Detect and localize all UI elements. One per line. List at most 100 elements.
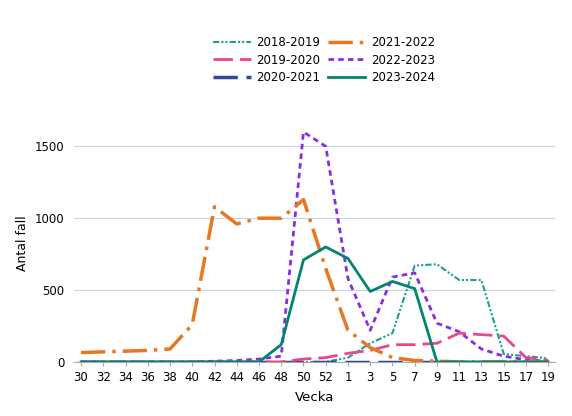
- 2023-2024: [434, 359, 440, 364]
- 2021-2022: [189, 322, 196, 327]
- 2022-2023: [389, 275, 396, 280]
- 2018-2019: [478, 277, 485, 282]
- 2021-2022: [122, 349, 129, 354]
- 2018-2019: [500, 352, 507, 357]
- 2020-2021: [78, 359, 85, 364]
- 2023-2024: [211, 359, 218, 364]
- Legend: 2018-2019, 2019-2020, 2020-2021, 2021-2022, 2022-2023, 2023-2024: 2018-2019, 2019-2020, 2020-2021, 2021-20…: [208, 31, 440, 89]
- 2023-2024: [122, 359, 129, 364]
- 2023-2024: [256, 359, 263, 364]
- 2023-2024: [389, 279, 396, 284]
- 2019-2020: [344, 351, 351, 356]
- 2018-2019: [367, 341, 374, 346]
- 2019-2020: [434, 341, 440, 346]
- 2022-2023: [456, 329, 463, 334]
- 2018-2019: [545, 356, 551, 361]
- 2021-2022: [411, 358, 418, 363]
- 2022-2023: [411, 270, 418, 275]
- 2020-2021: [344, 359, 351, 364]
- 2019-2020: [456, 331, 463, 336]
- 2021-2022: [522, 359, 529, 364]
- 2018-2019: [522, 354, 529, 359]
- 2021-2022: [500, 359, 507, 364]
- 2021-2022: [144, 348, 151, 353]
- 2021-2022: [344, 328, 351, 333]
- 2020-2021: [367, 359, 374, 364]
- 2021-2022: [434, 359, 440, 364]
- 2023-2024: [322, 245, 329, 250]
- 2018-2019: [144, 359, 151, 364]
- 2022-2023: [211, 359, 218, 364]
- 2022-2023: [278, 354, 285, 359]
- 2020-2021: [211, 359, 218, 364]
- 2023-2024: [545, 359, 551, 364]
- 2022-2023: [144, 359, 151, 364]
- 2023-2024: [166, 359, 173, 364]
- 2023-2024: [300, 258, 307, 262]
- 2019-2020: [522, 355, 529, 360]
- 2019-2020: [278, 359, 285, 364]
- 2018-2019: [300, 359, 307, 364]
- 2019-2020: [411, 342, 418, 347]
- 2018-2019: [233, 359, 240, 364]
- 2022-2023: [166, 359, 173, 364]
- 2021-2022: [233, 221, 240, 226]
- 2018-2019: [389, 331, 396, 336]
- 2020-2021: [434, 359, 440, 364]
- 2022-2023: [500, 354, 507, 359]
- 2023-2024: [78, 359, 85, 364]
- 2020-2021: [122, 359, 129, 364]
- 2023-2024: [478, 359, 485, 364]
- 2019-2020: [256, 359, 263, 364]
- 2020-2021: [478, 359, 485, 364]
- 2023-2024: [500, 359, 507, 364]
- 2018-2019: [78, 359, 85, 364]
- 2020-2021: [389, 359, 396, 364]
- 2019-2020: [189, 359, 196, 364]
- 2020-2021: [144, 359, 151, 364]
- 2022-2023: [344, 276, 351, 281]
- 2022-2023: [478, 347, 485, 352]
- 2020-2021: [545, 359, 551, 364]
- 2023-2024: [344, 256, 351, 261]
- 2021-2022: [256, 216, 263, 221]
- 2018-2019: [434, 262, 440, 267]
- 2020-2021: [411, 359, 418, 364]
- 2018-2019: [211, 359, 218, 364]
- 2023-2024: [189, 359, 196, 364]
- 2021-2022: [322, 266, 329, 271]
- 2023-2024: [411, 286, 418, 291]
- 2021-2022: [367, 345, 374, 350]
- 2020-2021: [189, 359, 196, 364]
- 2019-2020: [166, 359, 173, 364]
- 2020-2021: [500, 359, 507, 364]
- Line: 2021-2022: 2021-2022: [81, 200, 548, 362]
- 2022-2023: [322, 144, 329, 149]
- 2019-2020: [100, 359, 107, 364]
- 2018-2019: [322, 359, 329, 364]
- 2018-2019: [411, 263, 418, 268]
- 2020-2021: [300, 359, 307, 364]
- 2019-2020: [367, 348, 374, 353]
- 2020-2021: [322, 359, 329, 364]
- Line: 2023-2024: 2023-2024: [81, 247, 548, 362]
- 2022-2023: [545, 359, 551, 364]
- 2019-2020: [122, 359, 129, 364]
- 2019-2020: [545, 358, 551, 363]
- 2022-2023: [522, 357, 529, 362]
- 2018-2019: [256, 359, 263, 364]
- 2018-2019: [189, 359, 196, 364]
- Y-axis label: Antal fall: Antal fall: [17, 215, 29, 271]
- 2021-2022: [78, 350, 85, 355]
- 2020-2021: [278, 359, 285, 364]
- 2019-2020: [78, 359, 85, 364]
- 2021-2022: [100, 349, 107, 354]
- 2020-2021: [166, 359, 173, 364]
- 2019-2020: [211, 359, 218, 364]
- 2020-2021: [522, 359, 529, 364]
- 2022-2023: [300, 129, 307, 134]
- 2020-2021: [456, 359, 463, 364]
- 2021-2022: [300, 197, 307, 202]
- 2022-2023: [189, 359, 196, 364]
- 2019-2020: [144, 359, 151, 364]
